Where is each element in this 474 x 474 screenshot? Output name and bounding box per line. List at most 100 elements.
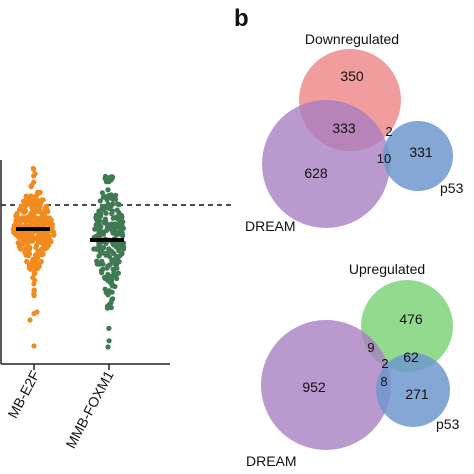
swarm-dot xyxy=(32,215,39,221)
swarm-dot xyxy=(106,338,112,344)
swarm-dot xyxy=(114,256,120,263)
swarm-dot xyxy=(117,231,124,237)
swarm-dot xyxy=(31,179,37,185)
swarm-dot xyxy=(31,293,37,299)
venn-up-p53-label: p53 xyxy=(436,416,460,432)
swarm-dot xyxy=(113,274,119,280)
swarm-dot xyxy=(49,225,55,231)
venn-up-p53-only: 271 xyxy=(405,386,429,402)
venn-down-circle-dream xyxy=(262,100,390,228)
swarm-dot xyxy=(21,232,27,238)
swarm-dot xyxy=(44,238,51,244)
swarm-dot xyxy=(109,175,115,181)
venn-up-top-dream: 9 xyxy=(367,340,374,355)
swarm-dot xyxy=(44,221,50,227)
swarm-dot xyxy=(108,195,114,201)
swarm-dot xyxy=(32,277,38,283)
venn-up-dream-p53: 8 xyxy=(380,374,387,389)
venn-down-title: Downregulated xyxy=(305,31,399,47)
swarm-dot xyxy=(16,222,22,228)
venn-down-dream-label: DREAM xyxy=(245,218,296,234)
swarm-dot xyxy=(34,256,40,262)
swarm-dot xyxy=(99,190,105,196)
swarm-dot xyxy=(29,258,36,264)
swarm-dot xyxy=(102,275,108,281)
swarm-dot xyxy=(30,265,36,271)
swarm-dot xyxy=(93,246,99,252)
swarm-dot xyxy=(43,203,50,209)
venn-down-top-dream: 333 xyxy=(332,120,356,136)
swarm-dot xyxy=(34,242,40,248)
tick-label-foxm1: MMB-FOXM1 xyxy=(62,368,116,451)
swarm-dot xyxy=(109,211,115,217)
swarm-dot xyxy=(24,258,30,265)
venn-up-circle-dream xyxy=(261,320,391,450)
swarm-dot xyxy=(39,252,45,258)
swarm-dot xyxy=(31,287,37,293)
venn-up-dream-only: 952 xyxy=(302,379,326,395)
swarm-dot xyxy=(104,176,110,183)
swarm-dot xyxy=(109,257,115,263)
swarm-dot xyxy=(105,187,111,193)
swarm-dot xyxy=(22,215,28,221)
venn-down-dream-only: 628 xyxy=(304,165,328,181)
swarm-dot xyxy=(100,194,107,200)
swarm-dot xyxy=(98,213,104,219)
swarm-dot xyxy=(112,283,118,290)
swarm-dot xyxy=(35,237,41,243)
swarm-dot xyxy=(30,165,36,172)
swarm-dot xyxy=(20,241,26,247)
swarm-dot xyxy=(16,240,22,246)
venn-down-top-p53: 2 xyxy=(385,124,392,139)
swarm-dot xyxy=(116,247,122,254)
swarm-dot xyxy=(28,238,34,244)
venn-down-p53-label: p53 xyxy=(440,180,464,196)
swarm-dot xyxy=(93,214,99,221)
swarm-dot xyxy=(103,240,109,246)
swarm-mmb-foxm1 xyxy=(91,173,127,350)
swarm-dot xyxy=(93,222,99,228)
swarm-dot xyxy=(97,198,103,204)
swarm-dot xyxy=(120,219,126,225)
swarm-dot xyxy=(110,266,116,272)
swarm-dot xyxy=(103,251,109,257)
swarm-dot xyxy=(101,219,107,225)
swarm-dot xyxy=(33,196,39,202)
swarm-dot xyxy=(31,343,37,349)
swarm-dot xyxy=(28,197,34,204)
panel-label-b: b xyxy=(234,5,249,32)
swarm-dot xyxy=(106,325,112,331)
swarm-dot xyxy=(13,213,19,219)
swarm-dot xyxy=(111,223,117,229)
swarm-dot xyxy=(44,245,50,251)
swarm-dot xyxy=(100,266,106,272)
venn-up-top-p53: 62 xyxy=(403,349,419,365)
swarm-dot xyxy=(108,273,114,279)
swarm-dot xyxy=(100,261,106,267)
swarm-dot xyxy=(32,270,38,276)
venn-down-p53-only: 331 xyxy=(409,144,433,160)
swarm-dot xyxy=(105,224,111,230)
venn-up-center: 2 xyxy=(381,356,388,371)
swarm-dot xyxy=(104,303,110,309)
swarm-dot xyxy=(96,208,102,214)
swarm-dot xyxy=(18,246,24,252)
swarm-dot xyxy=(35,189,41,195)
venn-downregulated: Downregulated 350 333 2 10 628 331 DREAM… xyxy=(245,31,464,234)
swarm-dot xyxy=(51,231,57,237)
swarm-dot xyxy=(41,210,48,216)
swarm-dot xyxy=(31,173,37,179)
swarm-dot xyxy=(36,208,42,215)
venn-down-dream-p53: 10 xyxy=(377,151,391,166)
swarm-dot xyxy=(23,250,29,256)
swarm-dot xyxy=(110,215,116,221)
swarm-dot xyxy=(31,219,37,225)
swarm-dot xyxy=(45,216,51,222)
venn-up-top-only: 476 xyxy=(399,311,423,327)
swarm-dot xyxy=(39,197,45,203)
swarm-dot xyxy=(16,232,22,238)
swarm-dot xyxy=(110,229,116,235)
swarm-dot xyxy=(105,263,111,269)
swarm-dot xyxy=(104,203,110,209)
